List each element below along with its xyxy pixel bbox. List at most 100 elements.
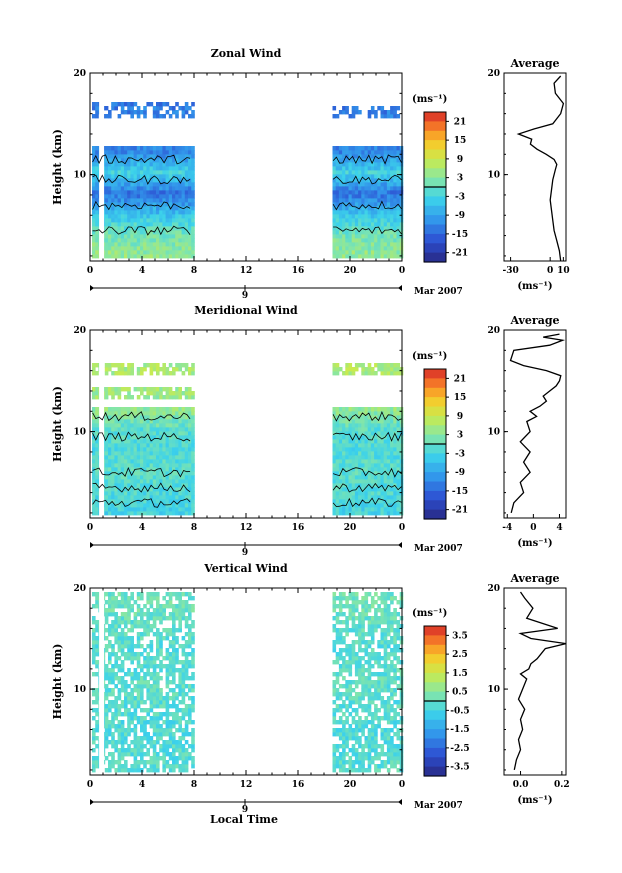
heatmap-cell [178, 503, 182, 508]
heatmap-cell [175, 495, 179, 500]
heatmap-cell [393, 106, 397, 111]
heatmap-cell [95, 664, 99, 669]
heatmap-cell [172, 214, 176, 219]
x-axis: 0 4 8 12 16 20 0 [87, 73, 405, 276]
heatmap-cell [345, 660, 349, 665]
heatmap-cell [143, 459, 147, 464]
heatmap-cell [361, 186, 365, 191]
heatmap-cell [149, 604, 154, 609]
heatmap-cell [111, 395, 115, 400]
heatmap-cell [92, 387, 96, 392]
heatmap-cell [149, 740, 154, 745]
heatmap-cell [351, 254, 356, 259]
heatmap-cell [335, 471, 340, 476]
heatmap-cell [127, 692, 131, 697]
heatmap-cell [332, 716, 337, 721]
heatmap-cell [104, 218, 109, 223]
heatmap-cell [143, 708, 147, 713]
heatmap-cell [396, 363, 401, 368]
heatmap-cell [348, 700, 353, 705]
heatmap-cell [117, 696, 122, 701]
heatmap-cell [335, 238, 340, 243]
heatmap-cell [178, 624, 182, 629]
heatmap-cell [358, 483, 362, 488]
heatmap-cell [127, 724, 131, 729]
heatmap-cell [358, 254, 362, 259]
heatmap-cell [338, 455, 343, 460]
heatmap-cell [124, 190, 128, 195]
heatmap-cell [149, 487, 154, 492]
heatmap-cell [351, 768, 356, 773]
heatmap-cell [127, 371, 131, 376]
heatmap-cell [184, 756, 189, 761]
heatmap-cell [140, 676, 144, 681]
heatmap-cell [358, 170, 362, 175]
heatmap-cell [133, 182, 138, 187]
heatmap-cell [143, 628, 147, 633]
heatmap-cell [149, 178, 154, 183]
heatmap-cell [120, 411, 125, 416]
heatmap-cell [127, 102, 131, 107]
heatmap-cell [172, 616, 176, 621]
heatmap-cell [370, 218, 375, 223]
heatmap-cell [332, 672, 337, 677]
heatmap-cell [364, 238, 369, 243]
heatmap-cell [178, 511, 182, 516]
heatmap-cell [156, 206, 160, 211]
heatmap-cell [184, 507, 189, 512]
heatmap-cell [152, 170, 157, 175]
heatmap-cell [143, 764, 147, 769]
heatmap-cell [127, 367, 131, 372]
heatmap-cell [374, 222, 378, 227]
heatmap-cell [127, 491, 131, 496]
heatmap-cell [188, 608, 192, 613]
heatmap-cell [184, 768, 189, 773]
heatmap-cell [178, 688, 182, 693]
heatmap-cell [332, 154, 337, 159]
heatmap-cell [168, 230, 173, 235]
heatmap-cell [383, 218, 388, 223]
heatmap-cell [377, 146, 381, 151]
heatmap-cell [159, 736, 163, 741]
heatmap-cell [374, 114, 378, 119]
heatmap-cell [95, 736, 99, 741]
heatmap-cell [108, 475, 112, 480]
heatmap-cell [383, 479, 388, 484]
heatmap-cell [172, 435, 176, 440]
heatmap-cell [184, 475, 189, 480]
heatmap-cell [338, 720, 343, 725]
heatmap-cell [152, 186, 157, 191]
heatmap-cell [146, 198, 150, 203]
heatmap-cell [342, 596, 346, 601]
heatmap-cell [120, 234, 125, 239]
heatmap-cell [335, 427, 340, 432]
heatmap-cell [370, 499, 375, 504]
heatmap-cell [188, 612, 192, 617]
heatmap-cell [178, 238, 182, 243]
heatmap-cell [111, 620, 115, 625]
heatmap-cell [124, 214, 128, 219]
heatmap-cell [114, 411, 118, 416]
heatmap-cell [332, 459, 337, 464]
heatmap-cell [386, 411, 391, 416]
heatmap-cell [345, 752, 349, 757]
heatmap-cell [175, 387, 179, 392]
heatmap-cell [136, 692, 141, 697]
heatmap-cell [335, 760, 340, 765]
heatmap-cell [92, 692, 96, 697]
heatmap-cell [345, 648, 349, 653]
heatmap-cell [168, 507, 173, 512]
heatmap-cell [124, 415, 128, 420]
heatmap-cell [342, 732, 346, 737]
heatmap-cell [178, 628, 182, 633]
heatmap-cell [184, 206, 189, 211]
heatmap-cell [168, 395, 173, 400]
heatmap-cell [354, 608, 359, 613]
day-axis: 9 Mar 2007 [90, 542, 463, 558]
heatmap-cell [133, 447, 138, 452]
heatmap-cell [133, 190, 138, 195]
heatmap-cell [181, 202, 186, 207]
heatmap-cell [332, 407, 337, 412]
heatmap-cell [172, 407, 176, 412]
